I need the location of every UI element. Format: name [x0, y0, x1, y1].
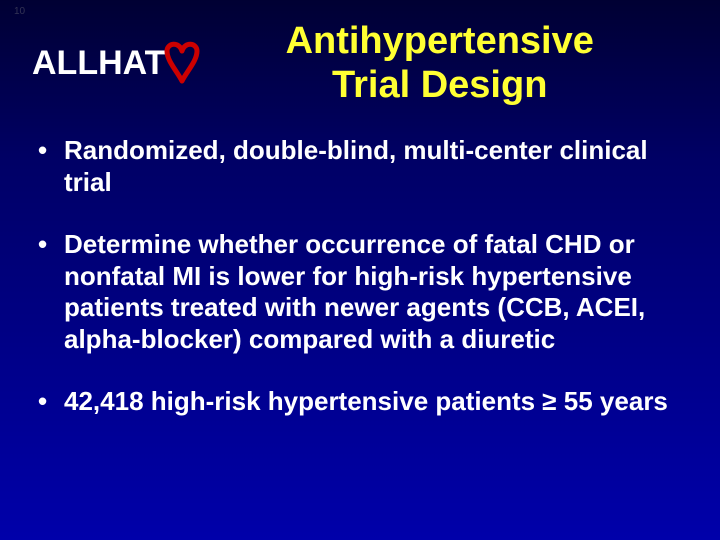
header-row: ALLHAT Antihypertensive Trial Design	[28, 8, 692, 135]
title-line-2: Trial Design	[332, 64, 547, 106]
title-line-1: Antihypertensive	[286, 20, 594, 62]
bullet-list: Randomized, double-blind, multi-center c…	[28, 135, 692, 417]
list-item: 42,418 high-risk hypertensive patients ≥…	[38, 386, 688, 418]
heart-icon	[157, 37, 207, 91]
logo-text: ALLHAT	[32, 44, 165, 83]
slide-title: Antihypertensive Trial Design	[207, 20, 692, 107]
list-item: Randomized, double-blind, multi-center c…	[38, 135, 688, 198]
logo-block: ALLHAT	[32, 37, 207, 91]
heart-path	[167, 44, 197, 81]
list-item: Determine whether occurrence of fatal CH…	[38, 229, 688, 356]
slide: 10 ALLHAT Antihypertensive Trial Design …	[0, 0, 720, 540]
slide-number-marker: 10	[14, 6, 25, 17]
